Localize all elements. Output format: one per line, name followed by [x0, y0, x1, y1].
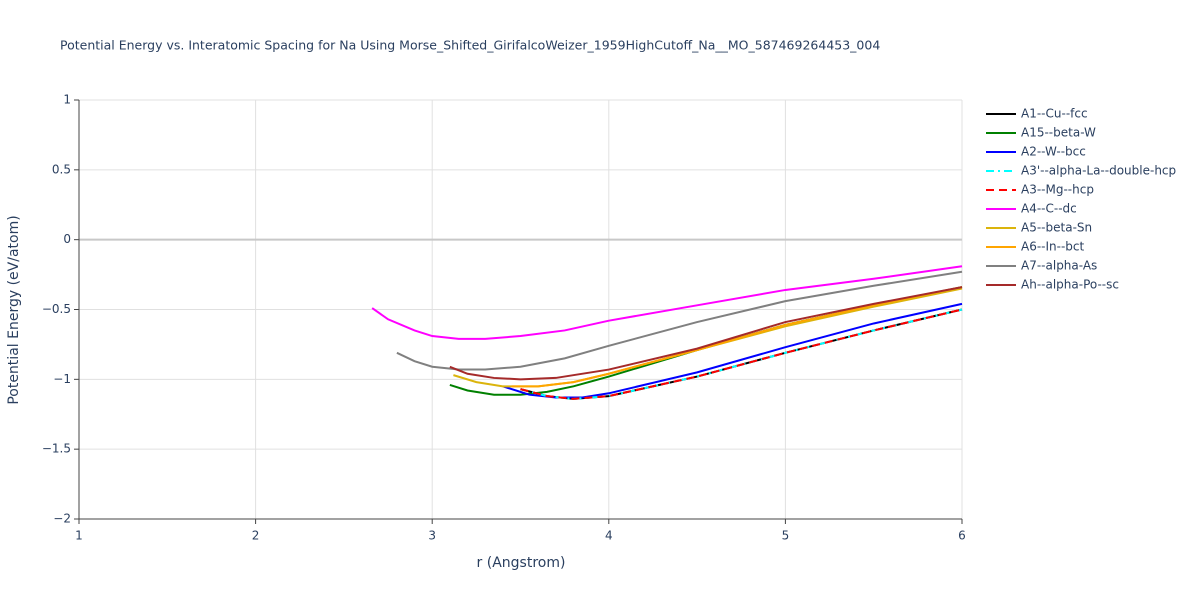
- y-tick-label: −2: [53, 512, 71, 526]
- legend-label: A4--C--dc: [1021, 202, 1077, 216]
- x-tick-label: 3: [428, 529, 436, 543]
- series-line: [371, 265, 963, 340]
- x-tick-label: 5: [782, 529, 790, 543]
- y-tick-label: 0: [63, 232, 71, 246]
- legend-label: A5--beta-Sn: [1021, 221, 1092, 235]
- legend-label: A6--In--bct: [1021, 240, 1085, 254]
- x-tick-label: 1: [75, 529, 83, 543]
- legend-label: A15--beta-W: [1021, 126, 1096, 140]
- series-line: [520, 308, 963, 400]
- y-tick-label: 1: [63, 93, 71, 107]
- series-line: [520, 308, 963, 400]
- legend-label: Ah--alpha-Po--sc: [1021, 278, 1119, 292]
- legend-label: A3'--alpha-La--double-hcp: [1021, 164, 1176, 178]
- chart-title: Potential Energy vs. Interatomic Spacing…: [60, 38, 880, 53]
- y-tick-label: −1: [53, 372, 71, 386]
- series-line: [502, 302, 963, 399]
- y-tick-label: 0.5: [52, 162, 71, 176]
- legend-label: A3--Mg--hcp: [1021, 183, 1094, 197]
- y-axis-label: Potential Energy (eV/atom): [6, 215, 22, 404]
- x-axis-label: r (Angstrom): [477, 555, 566, 571]
- y-tick-label: −0.5: [42, 302, 71, 316]
- y-tick-label: −1.5: [42, 442, 71, 456]
- legend-label: A1--Cu--fcc: [1021, 107, 1088, 121]
- series-line: [520, 308, 963, 400]
- x-tick-label: 2: [252, 529, 260, 543]
- x-tick-label: 4: [605, 529, 613, 543]
- x-tick-label: 6: [958, 529, 966, 543]
- legend-label: A7--alpha-As: [1021, 259, 1097, 273]
- legend-label: A2--W--bcc: [1021, 145, 1086, 159]
- series-line: [511, 286, 963, 388]
- series-line: [396, 270, 963, 371]
- series-line: [449, 286, 963, 381]
